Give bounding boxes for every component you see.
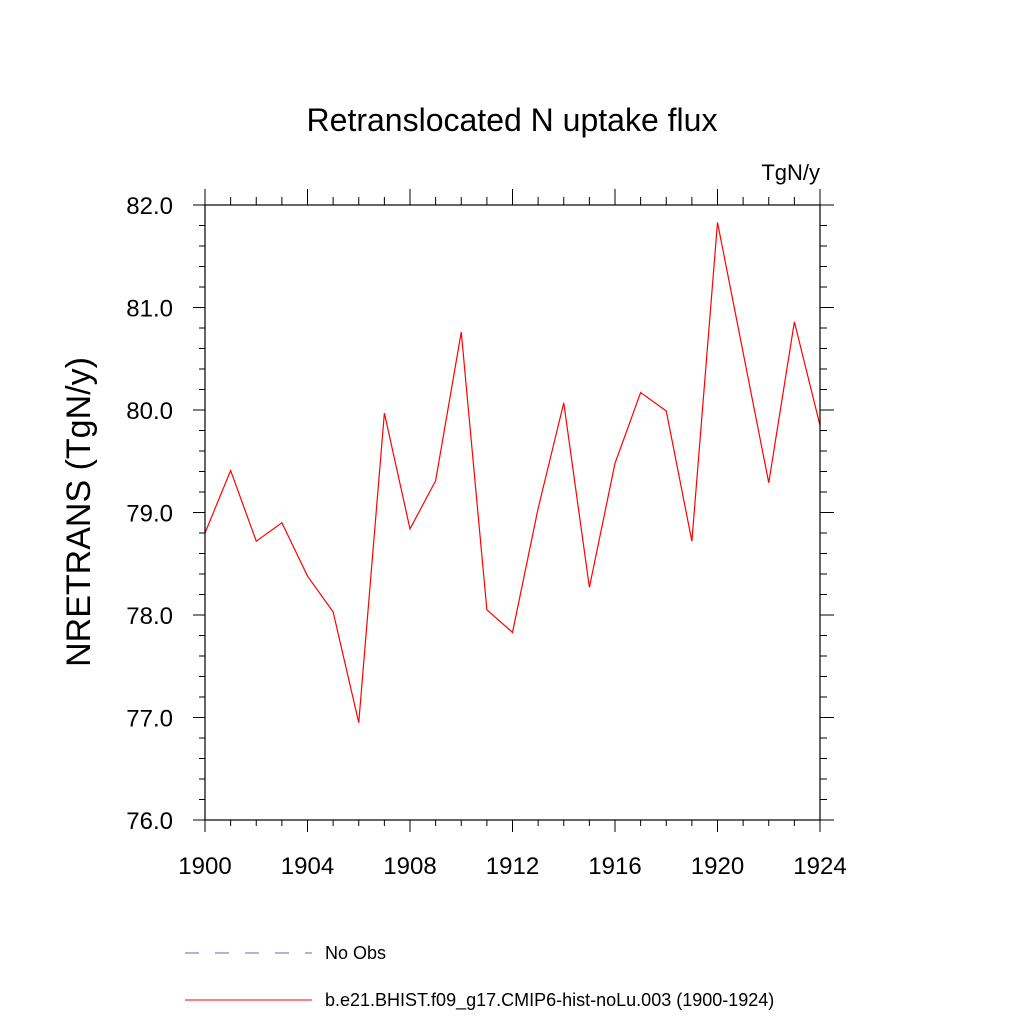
x-tick-label: 1900	[178, 853, 231, 880]
y-tick-label: 76.0	[126, 808, 173, 835]
x-tick-label: 1908	[383, 853, 436, 880]
y-tick-label: 82.0	[126, 193, 173, 220]
y-tick-label: 77.0	[126, 706, 173, 733]
x-tick-label: 1916	[588, 853, 641, 880]
y-axis-label: NRETRANS (TgN/y)	[60, 357, 98, 667]
series-lines	[204, 222, 821, 723]
plot-frame	[204, 204, 821, 821]
y-tick-label: 80.0	[126, 398, 173, 425]
y-tick-label: 78.0	[126, 603, 173, 630]
units-label: TgN/y	[761, 160, 820, 185]
x-tick-label: 1912	[486, 853, 539, 880]
x-tick-label: 1920	[691, 853, 744, 880]
series-line-0	[204, 222, 821, 723]
legend: No Obs b.e21.BHIST.f09_g17.CMIP6-hist-no…	[185, 943, 774, 1011]
y-tick-label: 79.0	[126, 501, 173, 528]
x-tick-label: 1904	[281, 853, 334, 880]
y-tick-label: 81.0	[126, 296, 173, 323]
chart-title: Retranslocated N uptake flux	[307, 102, 718, 138]
legend-label-model-run: b.e21.BHIST.f09_g17.CMIP6-hist-noLu.003 …	[325, 990, 774, 1011]
axis-ticks	[193, 189, 834, 832]
x-tick-label: 1924	[793, 853, 846, 880]
legend-label-no-obs: No Obs	[325, 943, 386, 963]
tick-labels: 1900 1904 1908 1912 1916 1920 1924 76.0 77.0 78.0…	[126, 193, 846, 880]
